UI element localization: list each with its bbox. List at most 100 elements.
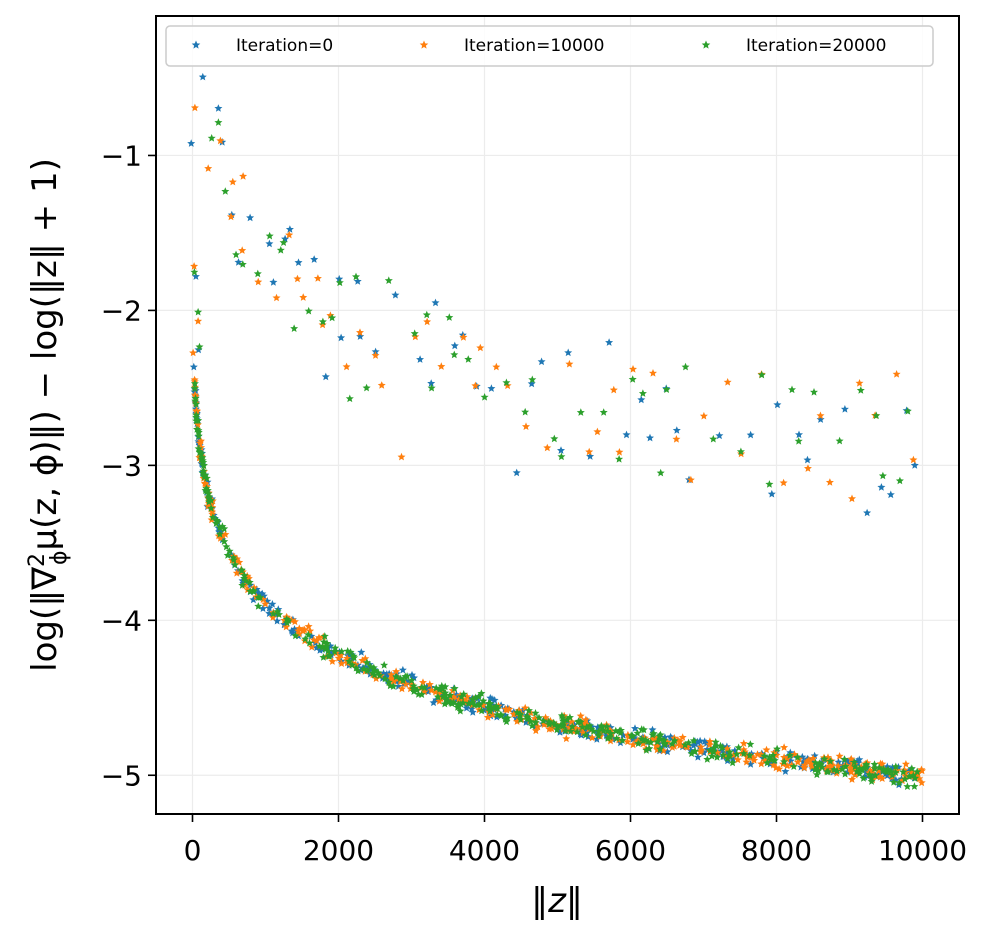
series-1-point-371 [285, 230, 294, 239]
series-1-point-99 [678, 733, 687, 741]
series-0-point-222 [729, 754, 737, 763]
series-2-point-371 [279, 238, 288, 246]
series-0-point-324 [781, 767, 790, 775]
series-2-point-280 [618, 736, 627, 744]
series-0-point-409 [840, 405, 849, 413]
series-2-point-161 [230, 560, 239, 569]
series-2-point-277 [639, 725, 648, 734]
series-2-point-34 [887, 767, 895, 775]
series-2-point-294 [443, 696, 452, 705]
series-0-point-393 [564, 348, 573, 357]
series-2-point-295 [544, 717, 553, 726]
series-2-point-311 [350, 653, 359, 662]
series-2-point-149 [587, 725, 596, 733]
series-1-point-290 [739, 739, 748, 747]
series-2-point-18 [346, 648, 355, 656]
series-2-point-286 [531, 718, 540, 726]
series-2-point-157 [269, 609, 278, 618]
series-0-point-392 [557, 446, 565, 454]
series-1-point-60 [259, 595, 268, 603]
series-2-point-395 [615, 455, 624, 463]
series-1-point-89 [659, 746, 668, 755]
series-1-point-362 [194, 317, 203, 325]
series-2-point-253 [503, 713, 512, 722]
series-1-point-136 [290, 617, 299, 626]
series-2-point-72 [870, 764, 879, 773]
series-2-point-57 [840, 755, 849, 763]
series-2-point-166 [330, 647, 339, 656]
series-1-point-393 [585, 447, 594, 456]
series-0-point-407 [803, 455, 812, 464]
series-2-point-209 [381, 674, 389, 683]
series-2-point-167 [565, 713, 574, 721]
series-2-point-96 [446, 691, 454, 699]
series-0-point-383 [427, 379, 436, 387]
series-2-point-169 [639, 736, 648, 745]
series-1-point-305 [488, 710, 497, 719]
series-2-point-255 [392, 672, 401, 681]
series-2-point-392 [557, 452, 566, 461]
series-2-point-328 [811, 758, 820, 767]
series-2-point-92 [366, 662, 375, 671]
series-1-point-14 [282, 622, 291, 631]
series-2-point-132 [220, 524, 229, 533]
series-1-point-252 [723, 744, 732, 753]
series-1-point-286 [562, 734, 571, 743]
series-1-point-324 [629, 740, 638, 749]
series-2-point-394 [599, 408, 608, 416]
series-1-point-193 [848, 775, 856, 783]
series-2-point-196 [380, 661, 389, 669]
series-2-point-100 [745, 751, 754, 759]
series-2-point-246 [535, 713, 543, 722]
series-2-point-302 [855, 764, 864, 772]
x-tick-label-0: 0 [184, 834, 202, 867]
series-0-point-358 [194, 437, 203, 446]
series-2-point-9 [524, 706, 533, 714]
series-0-point-382 [416, 355, 424, 363]
series-2-point-405 [788, 385, 796, 394]
series-2-point-27 [450, 684, 459, 692]
series-2-point-378 [352, 272, 360, 281]
legend-marker-0 [191, 40, 201, 49]
series-1-point-287 [742, 757, 751, 766]
series-2-point-364 [214, 118, 223, 126]
series-2-point-101 [337, 647, 346, 655]
series-2-point-271 [811, 765, 819, 774]
series-2-point-289 [553, 722, 562, 731]
series-2-point-247 [913, 767, 922, 776]
series-2-point-229 [826, 757, 835, 765]
series-2-point-152 [254, 602, 263, 610]
series-1-point-217 [793, 758, 802, 766]
series-1-point-381 [397, 452, 406, 461]
y-tick-label-3: −4 [101, 604, 142, 637]
series-1-point-153 [427, 686, 436, 694]
x-axis-ticks: 0 2000 4000 6000 8000 10000 [184, 814, 967, 867]
series-2-point-336 [199, 461, 208, 469]
series-2-point-285 [649, 729, 658, 737]
series-1-point-413 [909, 455, 918, 464]
series-2-point-407 [810, 388, 818, 396]
series-2-point-343 [190, 379, 199, 388]
series-2-point-358 [205, 497, 213, 506]
series-1-point-329 [835, 752, 844, 760]
series-0-point-373 [294, 258, 303, 266]
series-2-point-160 [763, 758, 772, 767]
series-2-point-197 [389, 682, 398, 690]
series-2-point-232 [882, 768, 891, 776]
series-2-point-81 [348, 660, 357, 669]
series-2-point-218 [305, 638, 314, 647]
series-2-point-215 [709, 747, 718, 756]
series-1-point-373 [299, 293, 308, 301]
series-2-point-310 [668, 739, 677, 748]
series-1-point-128 [221, 530, 230, 538]
series-0-point-55 [490, 696, 499, 704]
series-2-point-249 [899, 767, 908, 776]
series-2-point-106 [574, 717, 583, 725]
series-2-point-130 [707, 752, 716, 760]
series-1-point-310 [639, 739, 648, 748]
series-2-point-14 [820, 754, 829, 763]
series-2-point-399 [662, 385, 671, 393]
series-2-point-56 [734, 743, 743, 752]
series-0-point-410 [863, 508, 872, 517]
